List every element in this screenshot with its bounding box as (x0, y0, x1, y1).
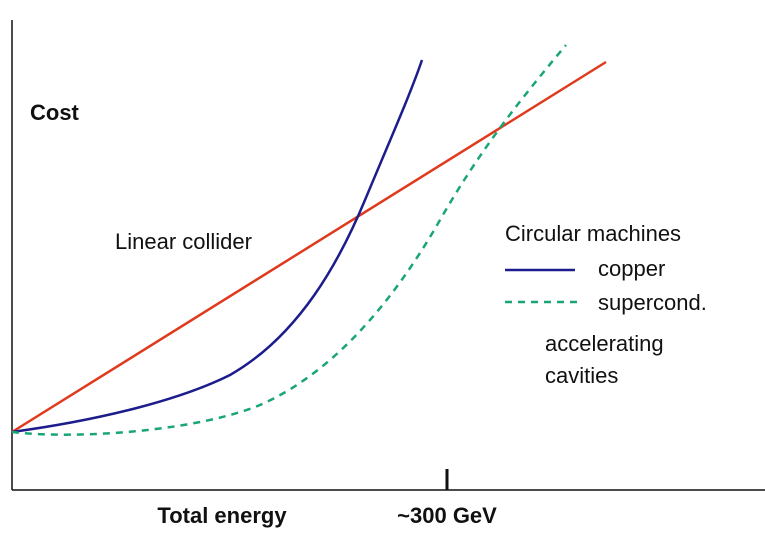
legend-title: Circular machines (505, 221, 681, 246)
supercond-curve (11, 44, 567, 436)
y-axis-label: Cost (30, 100, 80, 125)
legend-entry: copper (598, 256, 665, 281)
linear-label: Linear collider (115, 229, 252, 254)
linear-collider-line (11, 60, 607, 434)
legend-entry: supercond. (598, 290, 707, 315)
tick-label: ~300 GeV (397, 503, 497, 528)
legend-note: cavities (545, 363, 618, 388)
x-axis-label: Total energy (157, 503, 287, 528)
copper-curve (11, 59, 424, 434)
legend-note: accelerating (545, 331, 664, 356)
